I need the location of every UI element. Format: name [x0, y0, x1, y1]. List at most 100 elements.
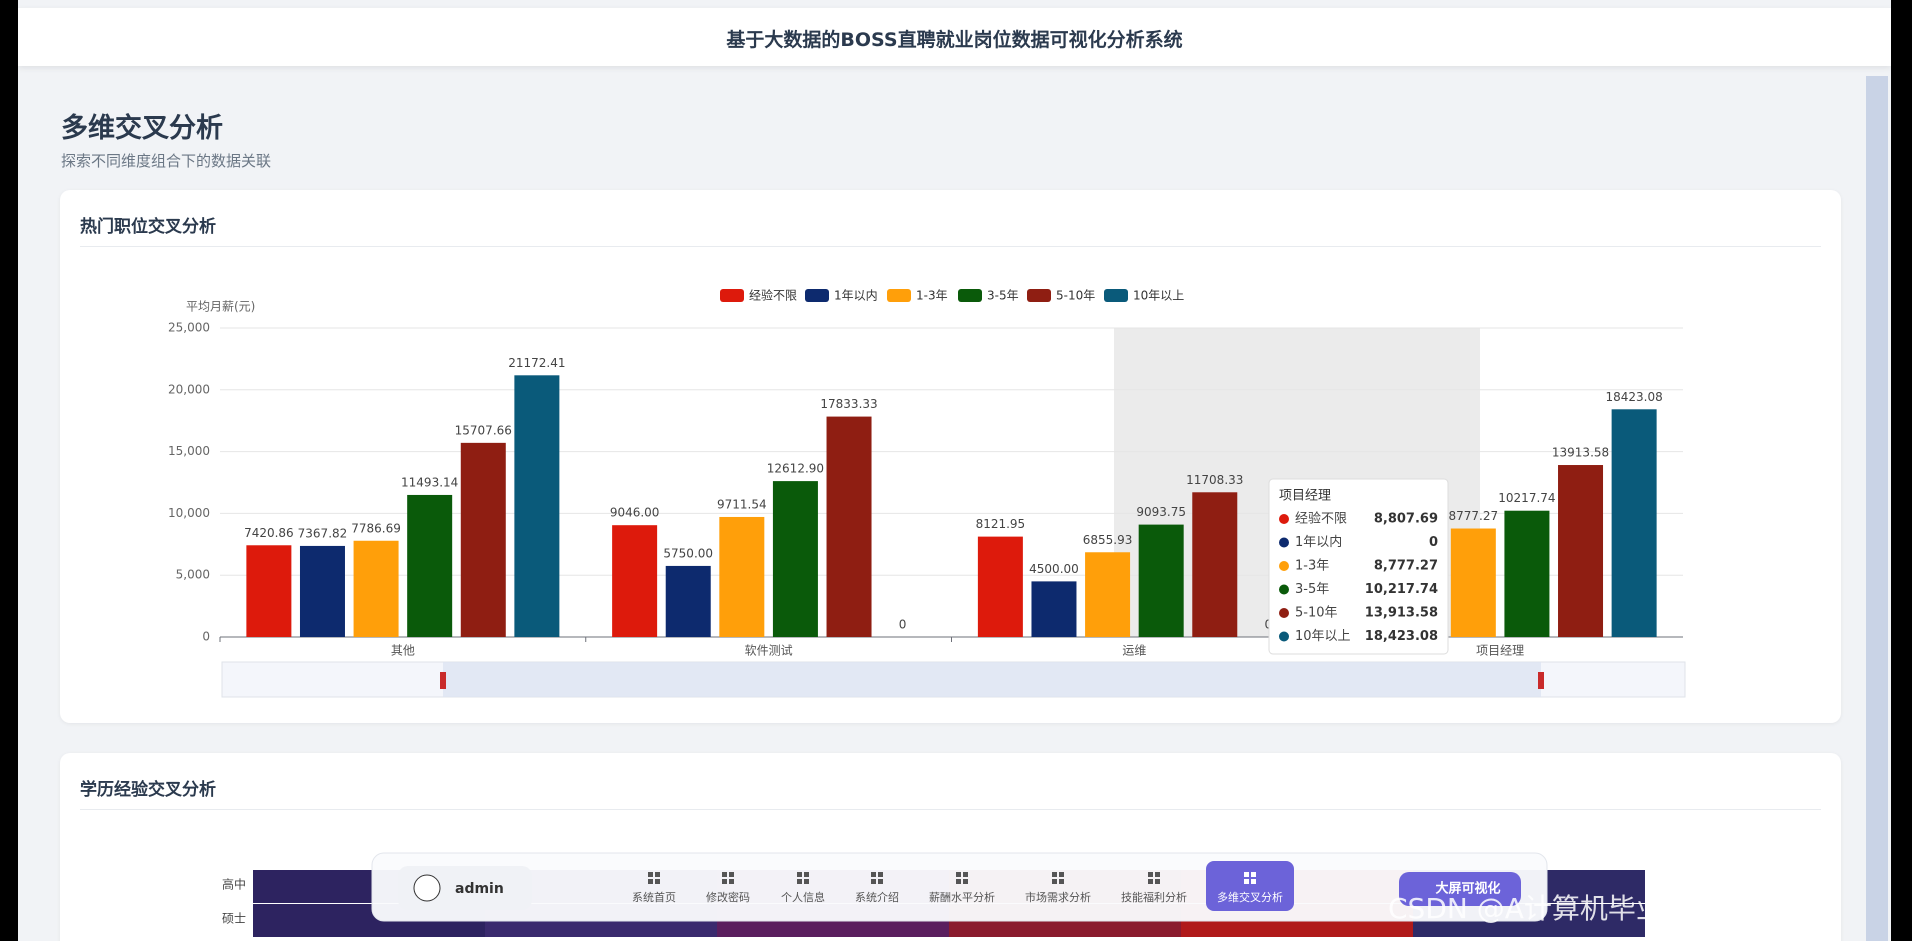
nav-icon	[804, 879, 809, 884]
value-label: 4500.00	[1029, 562, 1079, 576]
nav-bar: admin 系统首页 修改密码 个人信息 系统介绍 薪酬水平分析 市场需求分析 技能福利分析 多…	[371, 852, 1548, 922]
bar	[353, 540, 399, 637]
zoom-handle[interactable]	[1538, 672, 1544, 689]
nav-item[interactable]: 系统首页	[632, 890, 676, 904]
value-label: 0	[1265, 618, 1273, 632]
tooltip-name: 经验不限	[1295, 511, 1347, 527]
nav-item[interactable]: 系统介绍	[855, 890, 899, 904]
screen-button[interactable]	[1399, 872, 1521, 906]
tooltip-value: 18,423.08	[1365, 629, 1438, 644]
bar	[1504, 510, 1550, 637]
y-axis-label: 平均月薪(元)	[186, 300, 255, 314]
nav-item[interactable]: 薪酬水平分析	[929, 890, 995, 904]
bar	[977, 536, 1023, 637]
bar	[719, 516, 765, 637]
nav-icon	[1251, 872, 1256, 877]
value-label: 21172.41	[508, 356, 565, 370]
value-label: 7420.86	[244, 526, 294, 540]
legend-label: 5-10年	[1056, 289, 1095, 303]
nav-icon	[963, 879, 968, 884]
nav-active	[1206, 861, 1294, 911]
legend-swatch	[958, 289, 982, 302]
value-label: 5750.00	[663, 546, 713, 560]
bar	[407, 494, 453, 637]
bar	[460, 442, 506, 637]
bar	[1611, 409, 1657, 637]
tooltip-dot	[1279, 584, 1289, 595]
legend-label: 3-5年	[987, 289, 1019, 303]
nav-icon	[878, 879, 883, 884]
nav-icon	[871, 872, 876, 877]
tooltip-dot	[1279, 514, 1289, 524]
nav-icon	[722, 872, 727, 877]
x-tick-label: 软件测试	[745, 643, 793, 658]
nav-item[interactable]: 多维交叉分析	[1217, 890, 1283, 904]
value-label: 11493.14	[401, 475, 458, 489]
page-title: 多维交叉分析	[61, 113, 223, 144]
nav-icon	[1059, 872, 1064, 877]
tooltip-name: 3-5年	[1295, 582, 1329, 597]
zoom-window[interactable]	[443, 662, 1541, 697]
legend-label: 1-3年	[916, 289, 948, 303]
tooltip-box	[1268, 478, 1449, 655]
nav-icon	[729, 879, 734, 884]
tooltip-value: 10,217.74	[1365, 582, 1438, 597]
zoom-handle[interactable]	[440, 672, 446, 689]
value-label: 9093.75	[1136, 505, 1186, 519]
nav-icon	[1059, 879, 1064, 884]
legend-swatch	[720, 289, 744, 302]
avatar	[413, 874, 441, 902]
value-label: 7367.82	[298, 526, 348, 540]
nav-icon	[1052, 879, 1057, 884]
tooltip-dot	[1279, 537, 1289, 548]
nav-item[interactable]: 个人信息	[781, 890, 825, 904]
nav-bg	[371, 852, 1548, 922]
heatmap-row-label: 硕士	[222, 912, 246, 926]
bar	[1085, 552, 1131, 637]
value-label: 13913.58	[1552, 446, 1609, 460]
tooltip-title: 项目经理	[1279, 489, 1331, 504]
legend-swatch	[1027, 289, 1051, 302]
nav-icon	[722, 879, 727, 884]
legend-label: 经验不限	[749, 288, 797, 303]
tooltip-dot	[1279, 631, 1289, 642]
header: 基于大数据的BOSS直聘就业岗位数据可视化分析系统	[18, 8, 1891, 66]
nav-icon	[871, 879, 876, 884]
bar	[772, 481, 818, 637]
value-label: 15707.66	[455, 423, 512, 437]
nav-icon	[1052, 872, 1057, 877]
card-title: 热门职位交叉分析	[80, 217, 216, 237]
heatmap-row-label: 高中	[222, 877, 246, 892]
y-tick-label: 20,000	[168, 382, 210, 396]
value-label: 0	[899, 618, 907, 632]
screen-button-label[interactable]: 大屏可视化	[1435, 881, 1500, 897]
app: 基于大数据的BOSS直聘就业岗位数据可视化分析系统 多维交叉分析 探索不同维度组…	[18, 0, 1891, 941]
nav-icon	[1244, 872, 1249, 877]
nav-icon	[1251, 879, 1256, 884]
nav-icon	[648, 872, 653, 877]
bar	[665, 565, 711, 637]
value-label: 12612.90	[767, 462, 824, 476]
nav-icon	[655, 879, 660, 884]
nav-item[interactable]: 修改密码	[706, 890, 750, 904]
y-tick-label: 25,000	[168, 321, 210, 335]
nav-item[interactable]: 技能福利分析	[1121, 890, 1187, 904]
value-label: 7786.69	[351, 521, 401, 535]
card-title: 学历经验交叉分析	[80, 780, 216, 800]
nav-icon	[1148, 879, 1153, 884]
y-tick-label: 10,000	[168, 506, 210, 520]
y-tick-label: 15,000	[168, 444, 210, 458]
legend-swatch	[805, 289, 829, 302]
legend-label: 1年以内	[834, 289, 878, 303]
x-tick-label: 其他	[391, 644, 415, 658]
nav-icon	[797, 872, 802, 877]
value-label: 8777.27	[1449, 509, 1499, 523]
nav-icon	[1148, 872, 1153, 877]
nav-icon	[797, 879, 802, 884]
nav-item[interactable]: 市场需求分析	[1025, 890, 1091, 904]
nav-icon	[1155, 872, 1160, 877]
nav-icon	[1244, 879, 1249, 884]
